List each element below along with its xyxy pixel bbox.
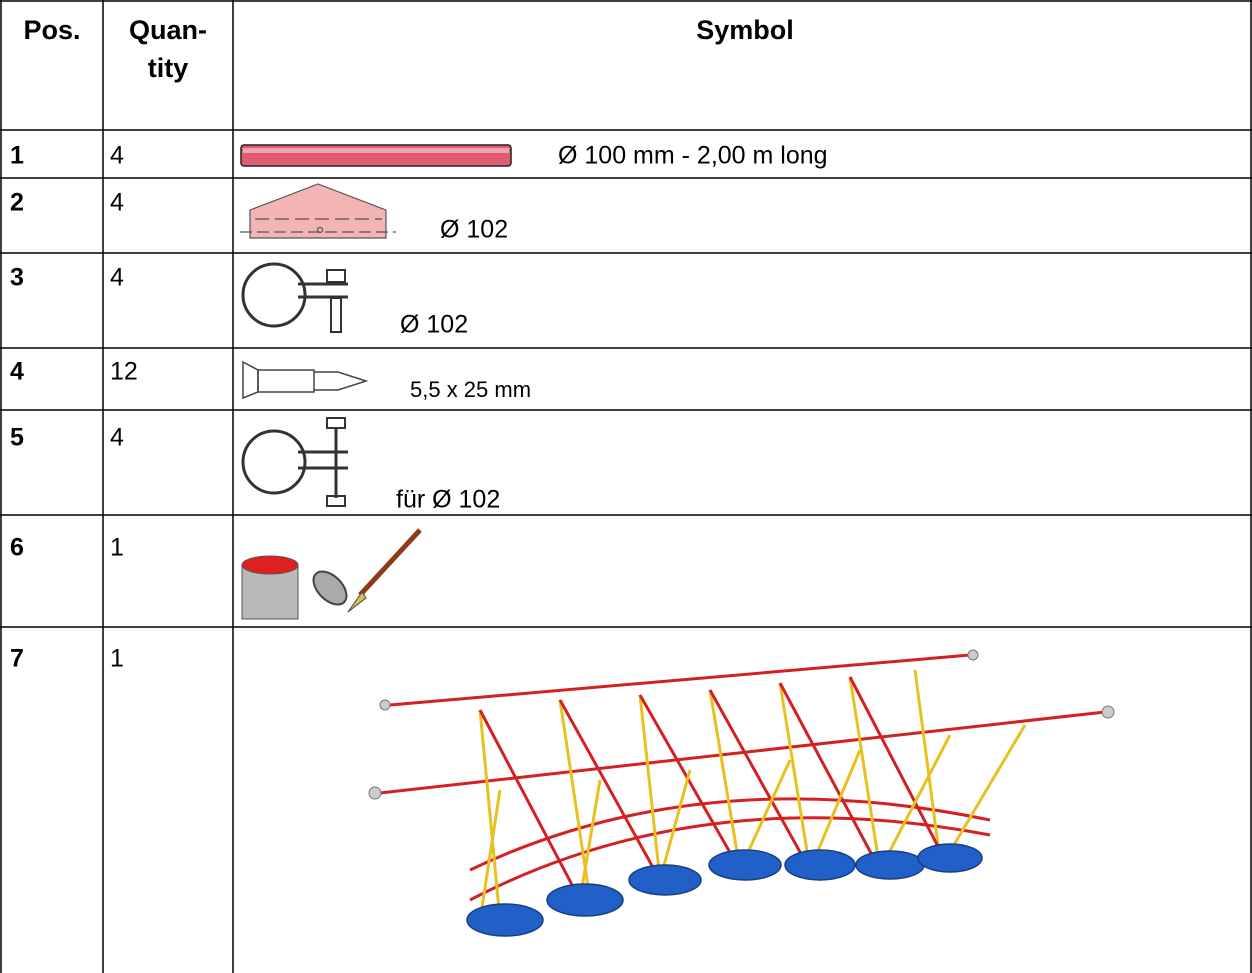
quantity: 4 <box>110 189 124 217</box>
label: 5,5 x 25 mm <box>410 377 531 402</box>
pos: 7 <box>10 645 24 673</box>
label: Ø 100 mm - 2,00 m long <box>558 142 828 170</box>
quantity: 4 <box>110 424 124 452</box>
quantity: 1 <box>110 534 124 562</box>
header-symbol: Symbol <box>696 15 794 45</box>
header-pos: Pos. <box>23 15 80 45</box>
label: Ø 102 <box>400 311 468 339</box>
paint-icon <box>241 528 422 620</box>
cap-icon <box>240 183 396 239</box>
pos: 1 <box>10 142 24 170</box>
pos: 6 <box>10 534 24 562</box>
quantity: 4 <box>110 142 124 170</box>
quantity: 12 <box>110 358 138 386</box>
clamp-icon <box>241 262 348 333</box>
clamp-icon <box>241 417 348 507</box>
header-quantity: tity <box>148 53 189 83</box>
pos: 2 <box>10 189 24 217</box>
quantity: 1 <box>110 645 124 673</box>
pos: 3 <box>10 264 24 292</box>
net-illustration <box>368 649 1115 937</box>
label: für Ø 102 <box>396 486 500 514</box>
pos: 5 <box>10 424 24 452</box>
pos: 4 <box>10 358 24 386</box>
header-quantity: Quan- <box>129 15 207 45</box>
screw-icon <box>242 360 369 400</box>
post-highlight <box>243 148 509 153</box>
label: Ø 102 <box>440 216 508 244</box>
quantity: 4 <box>110 264 124 292</box>
